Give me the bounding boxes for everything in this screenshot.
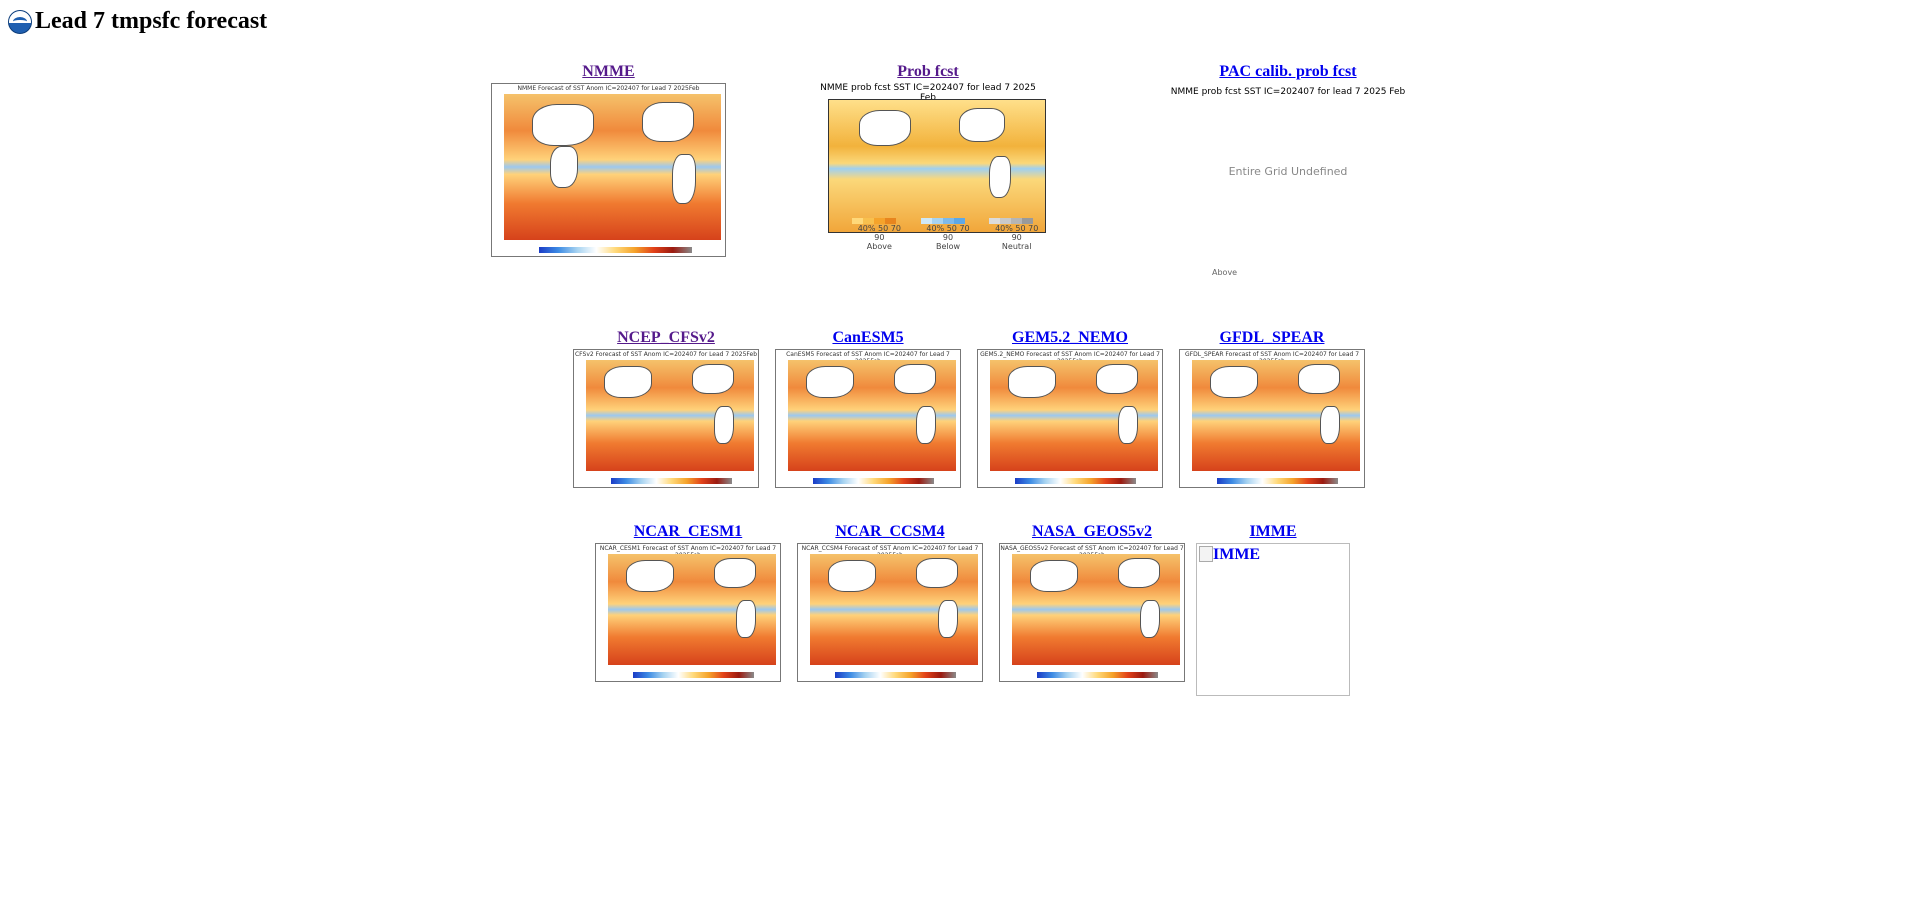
- cesm1-map-image[interactable]: NCAR_CESM1 Forecast of SST Anom IC=20240…: [595, 543, 781, 682]
- canesm5-map-image[interactable]: CanESM5 Forecast of SST Anom IC=202407 f…: [775, 349, 961, 488]
- link-ncep-cfsv2[interactable]: NCEP_CFSv2: [617, 329, 715, 346]
- ccsm4-map-image[interactable]: NCAR_CCSM4 Forecast of SST Anom IC=20240…: [797, 543, 983, 682]
- link-nasa-geos5v2[interactable]: NASA_GEOS5v2: [1031, 523, 1153, 540]
- cell-pac: PAC calib. prob fcst NMME prob fcst SST …: [1158, 63, 1418, 277]
- broken-image-icon: [1199, 546, 1213, 562]
- page-title: Lead 7 tmpsfc forecast: [35, 8, 268, 34]
- cell-spear: GFDL_SPEAR GFDL_SPEAR Forecast of SST An…: [1179, 329, 1365, 488]
- link-pac-calib[interactable]: PAC calib. prob fcst: [1219, 63, 1357, 80]
- image-alt-text: IMME: [1213, 546, 1261, 563]
- link-canesm5[interactable]: CanESM5: [832, 329, 904, 346]
- spear-map-image[interactable]: GFDL_SPEAR Forecast of SST Anom IC=20240…: [1179, 349, 1365, 488]
- undefined-message: Entire Grid Undefined: [1228, 165, 1348, 178]
- map-caption: NMME Forecast of SST Anom IC=202407 for …: [517, 85, 700, 92]
- nmme-map-image[interactable]: NMME Forecast of SST Anom IC=202407 for …: [491, 83, 726, 257]
- gem-map-image[interactable]: GEM5.2_NEMO Forecast of SST Anom IC=2024…: [977, 349, 1163, 488]
- legend-below: 40% 50 70 90 Below: [920, 218, 976, 251]
- geos-map-image[interactable]: NASA_GEOS5v2 Forecast of SST Anom IC=202…: [999, 543, 1185, 682]
- map-caption: NMME prob fcst SST IC=202407 for lead 7 …: [820, 83, 1036, 103]
- link-ncar-ccsm4[interactable]: NCAR_CCSM4: [835, 523, 945, 540]
- imme-broken-image[interactable]: IMME: [1196, 543, 1350, 696]
- cell-imme: IMME IMME: [1196, 523, 1350, 696]
- legend-label: Above: [1212, 268, 1238, 277]
- link-nmme[interactable]: NMME: [582, 63, 635, 80]
- pac-map-image[interactable]: NMME prob fcst SST IC=202407 for lead 7 …: [1158, 87, 1418, 277]
- noaa-logo-icon[interactable]: [8, 9, 32, 34]
- cell-canesm5: CanESM5 CanESM5 Forecast of SST Anom IC=…: [775, 329, 961, 488]
- link-imme[interactable]: IMME: [1249, 523, 1297, 540]
- prob-map-image[interactable]: NMME prob fcst SST IC=202407 for lead 7 …: [812, 83, 1046, 251]
- cell-cfsv2: NCEP_CFSv2 CFSv2 Forecast of SST Anom IC…: [573, 329, 759, 488]
- link-gem5-2-nemo[interactable]: GEM5.2_NEMO: [1012, 329, 1128, 346]
- cfsv2-map-image[interactable]: CFSv2 Forecast of SST Anom IC=202407 for…: [573, 349, 759, 488]
- map-caption: NMME prob fcst SST IC=202407 for lead 7 …: [1170, 87, 1406, 97]
- cell-cesm1: NCAR_CESM1 NCAR_CESM1 Forecast of SST An…: [595, 523, 781, 682]
- color-scale-bar: [538, 247, 693, 253]
- link-gfdl-spear[interactable]: GFDL_SPEAR: [1219, 329, 1325, 346]
- cell-gem: GEM5.2_NEMO GEM5.2_NEMO Forecast of SST …: [977, 329, 1163, 488]
- cell-prob: Prob fcst NMME prob fcst SST IC=202407 f…: [812, 63, 1046, 251]
- cell-geos: NASA_GEOS5v2 NASA_GEOS5v2 Forecast of SS…: [999, 523, 1185, 682]
- link-ncar-cesm1[interactable]: NCAR_CESM1: [633, 523, 743, 540]
- prob-legend: 40% 50 70 90 Above 40% 50 70 90 Below 40…: [852, 218, 1044, 251]
- page-header: Lead 7 tmpsfc forecast: [8, 8, 267, 35]
- link-prob-fcst[interactable]: Prob fcst: [897, 63, 959, 80]
- legend-above: 40% 50 70 90 Above: [852, 218, 907, 251]
- legend-neutral: 40% 50 70 90 Neutral: [989, 218, 1044, 251]
- cell-nmme: NMME NMME Forecast of SST Anom IC=202407…: [491, 63, 726, 257]
- cell-ccsm4: NCAR_CCSM4 NCAR_CCSM4 Forecast of SST An…: [797, 523, 983, 682]
